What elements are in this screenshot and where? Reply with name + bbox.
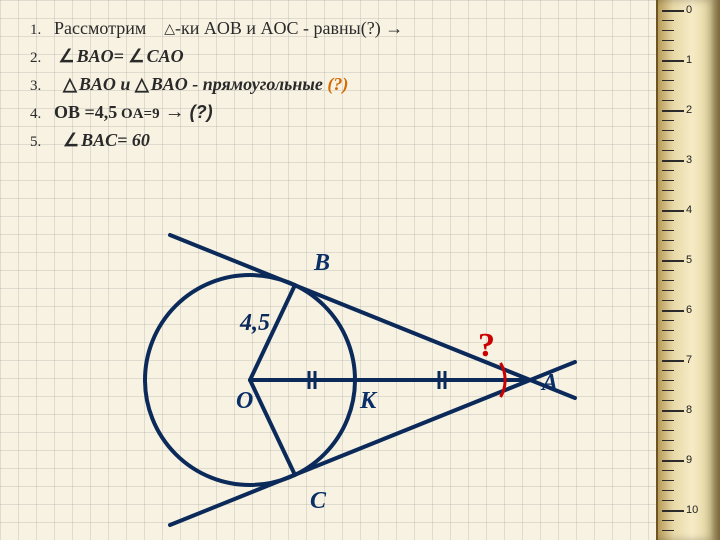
ruler: 012345678910 [656, 0, 720, 540]
step-1: 1. Рассмотрим △-ки AOB и AOC - равны(?) … [30, 16, 403, 42]
step-3: 3. BAO и BAO - прямоугольные (?) [30, 72, 403, 98]
geometry-diagram: ? 4,5 O A B C К [120, 180, 600, 540]
svg-text:B: B [313, 250, 330, 276]
svg-text:A: A [540, 370, 558, 396]
svg-text:?: ? [478, 327, 495, 364]
step-num: 2. [30, 46, 48, 70]
step-num: 5. [30, 130, 48, 154]
step-num: 4. [30, 102, 48, 126]
page: 012345678910 1. Рассмотрим △-ки AOB и AO… [0, 0, 720, 540]
step-num: 1. [30, 18, 48, 42]
step-num: 3. [30, 74, 48, 98]
step-text: OB =4,5 OA=9 → (?) [54, 100, 213, 126]
step-4: 4. OB =4,5 OA=9 → (?) [30, 100, 403, 126]
svg-text:O: O [236, 388, 253, 414]
step-5: 5. BAC= 60 [30, 128, 403, 154]
step-text: BAC= 60 [54, 128, 150, 152]
step-text: BAO и BAO - прямоугольные (?) [54, 72, 348, 96]
svg-text:C: C [310, 488, 327, 514]
step-text: BAO= CAO [54, 44, 184, 68]
svg-text:4,5: 4,5 [239, 310, 270, 336]
proof-steps: 1. Рассмотрим △-ки AOB и AOC - равны(?) … [30, 16, 403, 156]
step-text: Рассмотрим △-ки AOB и AOC - равны(?) → [54, 16, 403, 42]
svg-text:К: К [359, 388, 378, 414]
step-2: 2. BAO= CAO [30, 44, 403, 70]
